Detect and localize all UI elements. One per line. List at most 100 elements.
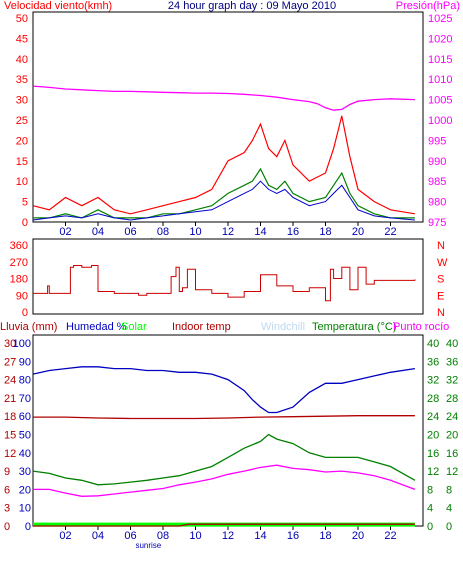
wind-y-tick-label: 45: [16, 33, 28, 45]
rain-y-tick-label: 30: [4, 338, 16, 350]
humidity-y-tick-label: 50: [19, 430, 31, 442]
wind-x-tick-label: 02: [59, 226, 71, 238]
pressure-y-tick-label: 980: [428, 197, 446, 209]
wind-y-tick-label: 15: [16, 156, 28, 168]
solar-y-tick-label: 32: [427, 375, 439, 387]
temp-x-tick-label: 22: [384, 530, 396, 542]
wind-y-tick-label: 5: [22, 197, 28, 209]
rain-y-tick-label: 15: [4, 430, 16, 442]
pressure-y-tick-label: 1010: [428, 74, 452, 86]
humidity-y-tick-label: 20: [19, 484, 31, 496]
pressure-y-tick-label: 995: [428, 135, 446, 147]
wind-x-tick-label: 16: [287, 226, 299, 238]
wind-direction-line: [33, 265, 416, 302]
temperature-y-tick-label: 12: [446, 466, 458, 478]
solar-y-tick-label: 20: [427, 430, 439, 442]
wind-y-tick-label: 10: [16, 176, 28, 188]
wind-y-tick-label: 50: [16, 13, 28, 25]
solar-y-tick-label: 4: [427, 503, 433, 515]
pressure-y-tick-label: 1015: [428, 54, 452, 66]
temperature-y-tick-label: 40: [446, 338, 458, 350]
indoor-temp-line: [33, 415, 415, 420]
temp-x-tick-label: 02: [59, 530, 71, 542]
rain-line: [33, 523, 415, 527]
temp-x-tick-label: 20: [352, 530, 364, 542]
solar-y-tick-label: 8: [427, 484, 433, 496]
wind-x-tick-label: 06: [124, 226, 136, 238]
humidity-y-tick-label: 0: [25, 521, 31, 533]
legend-rain: Lluvia (mm): [0, 321, 57, 333]
wind-x-tick-label: 20: [352, 226, 364, 238]
temperature-y-tick-label: 20: [446, 430, 458, 442]
humidity-y-tick-label: 30: [19, 466, 31, 478]
wind-x-tick-label: 08: [157, 226, 169, 238]
pressure-line: [32, 85, 415, 111]
direction-compass-label: E: [437, 290, 444, 302]
temperature-y-tick-label: 4: [446, 503, 452, 515]
temp-x-tick-label: 06: [124, 530, 136, 542]
wind-y-tick-label: 35: [16, 74, 28, 86]
direction-compass-label: W: [437, 257, 448, 269]
wind-y-tick-label: 30: [16, 95, 28, 107]
temp-x-tick-label: 04: [92, 530, 104, 542]
humidity-y-tick-label: 60: [19, 411, 31, 423]
wind-x-tick-label: 04: [92, 226, 104, 238]
wind-y-tick-label: 20: [16, 135, 28, 147]
legend-indoor-temp: Indoor temp: [172, 321, 231, 333]
temp-x-tick-label: 12: [222, 530, 234, 542]
temp-x-tick-label: 16: [287, 530, 299, 542]
temp-panel-frame: [32, 334, 424, 527]
humidity-y-tick-label: 40: [19, 448, 31, 460]
rain-y-tick-label: 3: [4, 503, 10, 515]
direction-y-tick-label: 90: [16, 290, 28, 302]
legend-dewpoint: Punto rocío: [393, 321, 449, 333]
legend-windchill: Windchill: [261, 321, 305, 333]
direction-y-tick-label: 0: [22, 307, 28, 319]
direction-compass-label: N: [437, 240, 445, 252]
wind-x-tick-label: 10: [189, 226, 201, 238]
temp-x-tick-label: 18: [319, 530, 331, 542]
direction-y-tick-label: 360: [10, 240, 28, 252]
legend-solar: Solar: [121, 321, 147, 333]
temperature-y-tick-label: 24: [446, 411, 458, 423]
pressure-y-tick-label: 985: [428, 176, 446, 188]
rain-y-tick-label: 9: [4, 466, 10, 478]
temperature-y-tick-label: 8: [446, 484, 452, 496]
wind-y-tick-label: 25: [16, 115, 28, 127]
solar-y-tick-label: 0: [427, 521, 433, 533]
temperature-line: [32, 433, 416, 486]
direction-compass-label: N: [437, 307, 445, 319]
humidity-y-tick-label: 70: [19, 393, 31, 405]
wind-x-tick-label: 18: [319, 226, 331, 238]
legend-temperature: Temperatura (°C): [312, 321, 396, 333]
pressure-axis-title: Presión(hPa): [396, 0, 460, 12]
pressure-y-tick-label: 1025: [428, 13, 452, 25]
dewpoint-line: [33, 464, 416, 497]
pressure-y-tick-label: 1020: [428, 33, 452, 45]
rain-y-tick-label: 21: [4, 393, 16, 405]
rain-y-tick-label: 24: [4, 375, 16, 387]
wind-x-tick-label: 12: [222, 226, 234, 238]
solar-y-tick-label: 16: [427, 448, 439, 460]
wind-avg-line: [33, 167, 415, 219]
pressure-y-tick-label: 1000: [428, 115, 452, 127]
wind-gust-line: [32, 115, 415, 215]
pressure-y-tick-label: 1005: [428, 95, 452, 107]
humidity-y-tick-label: 80: [19, 375, 31, 387]
rain-y-tick-label: 6: [4, 484, 10, 496]
humidity-y-tick-label: 90: [19, 356, 31, 368]
rain-y-tick-label: 27: [4, 356, 16, 368]
solar-y-tick-label: 36: [427, 356, 439, 368]
legend-humidity: Humedad %: [66, 321, 127, 333]
rain-y-tick-label: 0: [4, 521, 10, 533]
wind-panel-frame: [32, 11, 424, 223]
wind-x-tick-label: 22: [384, 226, 396, 238]
solar-y-tick-label: 24: [427, 411, 439, 423]
temperature-y-tick-label: 16: [446, 448, 458, 460]
temp-sunrise-label: sunrise: [135, 541, 161, 550]
humidity-y-tick-label: 10: [19, 503, 31, 515]
temperature-y-tick-label: 28: [446, 393, 458, 405]
temp-x-tick-label: 08: [157, 530, 169, 542]
